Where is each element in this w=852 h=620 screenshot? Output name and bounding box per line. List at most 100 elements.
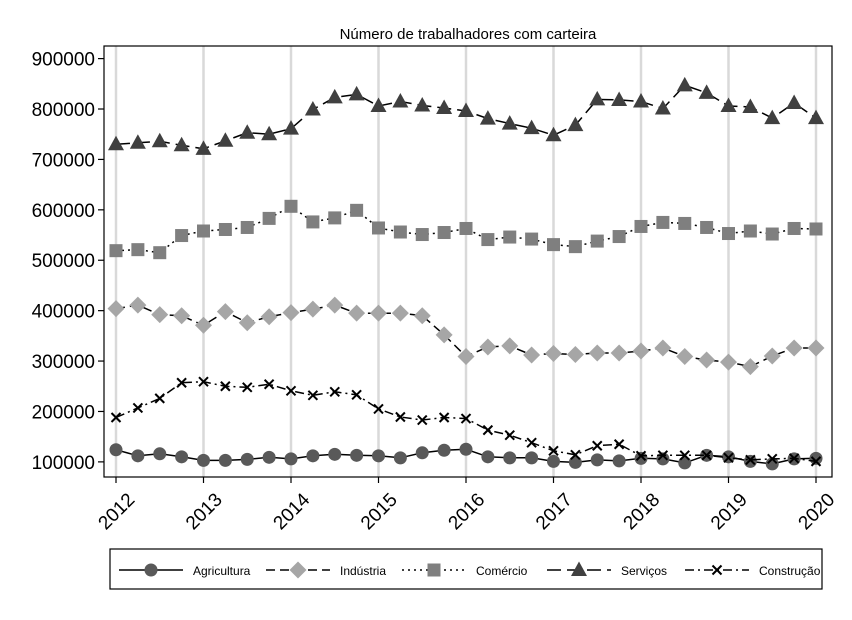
series-agricultura-point [131, 449, 145, 463]
series-comercio [109, 199, 823, 260]
y-tick-label: 300000 [32, 352, 95, 373]
series-comercio-point [809, 222, 823, 236]
series-comercio-point [175, 229, 189, 243]
series-comercio-point [372, 221, 385, 235]
series-agricultura-point [415, 446, 429, 460]
series-construcao-point [679, 450, 690, 461]
series-servicos-point [523, 119, 540, 135]
series-agricultura-point [284, 452, 298, 466]
series-comercio-point [459, 221, 473, 235]
series-industria-point [195, 316, 212, 334]
series-servicos [108, 76, 824, 155]
series-servicos-point [567, 116, 584, 132]
series-comercio-point [503, 230, 517, 244]
series-construcao-point [285, 385, 297, 397]
series-servicos-point [239, 124, 256, 139]
series-agricultura-point [590, 453, 604, 467]
series-servicos-point [108, 135, 124, 151]
series-area [107, 76, 825, 471]
series-servicos-point [304, 101, 321, 116]
legend-marker [289, 561, 307, 579]
series-industria-point [632, 342, 650, 360]
series-comercio-point [393, 225, 407, 239]
series-agricultura-point [809, 451, 823, 465]
series-agricultura-point [350, 448, 364, 462]
series-servicos-point [370, 97, 387, 112]
series-comercio-point [350, 203, 364, 217]
series-agricultura-point [568, 455, 582, 469]
x-tick-label: 2016 [445, 489, 490, 534]
series-comercio-point [284, 199, 298, 213]
series-servicos-point [217, 132, 234, 147]
series-servicos-point [261, 125, 278, 141]
series-agricultura-point [218, 453, 232, 467]
series-comercio-point [678, 216, 692, 230]
series-construcao-point [657, 450, 669, 461]
series-industria-point [304, 300, 322, 318]
x-tick-label: 2019 [707, 489, 752, 534]
series-construcao-point [176, 377, 187, 388]
series-agricultura-point [459, 442, 473, 456]
series-construcao-point [132, 402, 144, 414]
series-agricultura-point [175, 450, 189, 464]
series-construcao-point [373, 403, 384, 415]
y-tick-label: 700000 [32, 150, 95, 171]
series-servicos-point [436, 99, 453, 115]
series-comercio-point [656, 215, 670, 229]
series-servicos-point [414, 96, 431, 112]
series-industria-point [282, 304, 300, 322]
series-industria-point [785, 339, 803, 357]
series-industria [107, 296, 825, 376]
chart-title: Número de trabalhadores com carteira [340, 26, 597, 43]
x-axis: 2012 2013 2014 2015 2016 2017 2018 2019 2020 [95, 477, 839, 534]
series-industria-point [807, 339, 825, 357]
series-servicos-point [611, 91, 628, 106]
series-servicos-point [589, 90, 606, 106]
legend-label: Serviços [621, 564, 667, 578]
series-servicos-point [654, 100, 671, 115]
x-tick-label: 2018 [620, 489, 665, 534]
series-industria-point [523, 346, 541, 364]
y-tick-label: 400000 [32, 302, 95, 323]
legend-entry: Indústria [266, 561, 386, 579]
series-comercio-point [306, 215, 320, 229]
series-construcao-point [810, 456, 822, 467]
series-industria-point [479, 338, 497, 356]
series-agricultura-point [306, 449, 320, 463]
series-servicos-point [764, 109, 781, 125]
series-industria-point [654, 339, 672, 357]
series-construcao-point [592, 440, 603, 451]
series-servicos-point [720, 97, 737, 112]
series-comercio-point [743, 224, 757, 238]
series-construcao-point [351, 389, 362, 401]
series-construcao-point [307, 390, 319, 401]
series-comercio-point [787, 221, 801, 235]
series-construcao-point [438, 412, 450, 423]
series-servicos-point [501, 115, 518, 130]
x-tick-label: 2013 [182, 489, 227, 534]
legend-marker [711, 564, 723, 576]
series-construcao-point [788, 453, 800, 464]
y-tick-label: 600000 [32, 201, 95, 222]
series-industria-point [501, 337, 519, 355]
series-industria-point [435, 326, 453, 344]
series-construcao-point [767, 453, 778, 465]
series-construcao-point [220, 381, 231, 392]
series-servicos-point [742, 98, 759, 113]
series-servicos-point [151, 132, 168, 148]
series-construcao-point [329, 386, 340, 398]
series-servicos-point [326, 88, 343, 104]
series-comercio-point [153, 246, 167, 260]
series-industria-point [129, 296, 147, 314]
series-industria-point [566, 346, 584, 364]
series-servicos-point [173, 136, 190, 152]
series-construcao-point [110, 412, 122, 423]
legend-label: Indústria [340, 564, 386, 578]
series-agricultura-point [503, 451, 517, 465]
y-axis: 100000 200000 300000 400000 500000 600000 7000… [32, 50, 104, 474]
series-servicos-point [348, 85, 365, 101]
series-construcao-point [242, 382, 253, 393]
series-agricultura-point [372, 449, 385, 463]
series-agricultura-point [634, 451, 648, 465]
series-comercio-point [525, 232, 539, 246]
